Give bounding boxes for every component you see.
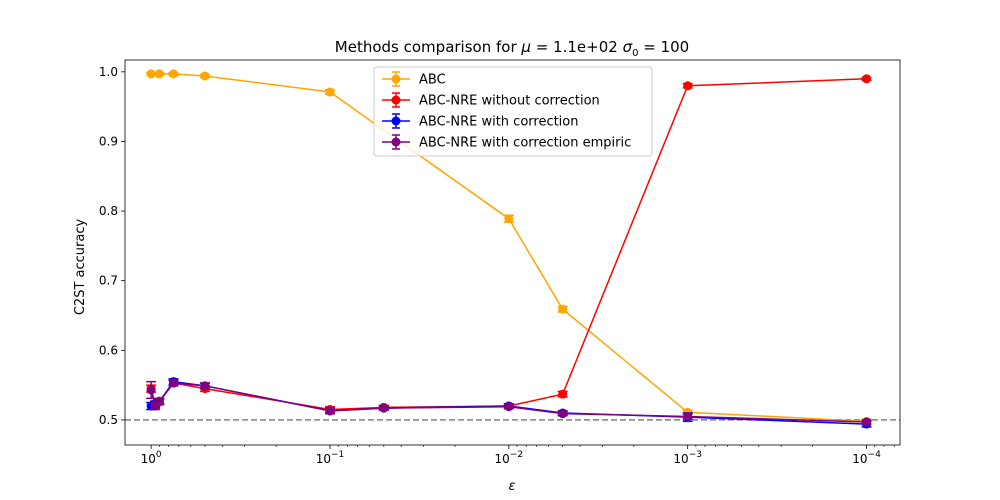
data-point: [504, 214, 514, 224]
data-point: [146, 69, 156, 79]
data-point: [683, 81, 693, 91]
y-axis-label: C2ST accuracy: [73, 219, 88, 316]
y-tick-label: 0.9: [99, 134, 118, 148]
data-point: [168, 378, 178, 388]
y-tick-label: 1.0: [99, 65, 118, 79]
axes-frame: [124, 59, 901, 446]
legend-label: ABC-NRE with correction empiric: [419, 136, 631, 151]
legend-marker: [391, 137, 401, 147]
x-axis-label: ε: [508, 479, 515, 494]
data-point: [558, 409, 568, 419]
y-tick-label: 0.5: [99, 413, 118, 427]
legend-marker: [391, 116, 401, 126]
legend-label: ABC-NRE with correction: [419, 115, 579, 130]
legend-marker: [391, 74, 401, 84]
data-point: [146, 385, 156, 395]
plot-area: 0.5 0.6 0.7 0.8 0.9 1.0 100 10−1 10−2 10−3 10−4: [99, 59, 901, 466]
legend-frame: [373, 66, 653, 157]
x-tick-label: 10−1: [316, 450, 345, 466]
legend-marker: [391, 95, 401, 105]
y-tick-label: 0.7: [99, 274, 118, 288]
legend-entry: ABC-NRE with correction: [382, 113, 579, 130]
y-tick-label: 0.8: [99, 204, 118, 218]
data-point: [154, 397, 164, 407]
legend-entry: ABC: [382, 71, 446, 88]
data-point: [558, 304, 568, 314]
data-point: [558, 389, 568, 399]
legend: ABC ABC-NRE without correction ABC-NRE wit…: [373, 66, 653, 157]
data-point: [325, 87, 335, 97]
legend-label: ABC-NRE without correction: [419, 94, 600, 109]
y-tick-label: 0.6: [99, 343, 118, 357]
x-tick-label: 10−4: [852, 450, 881, 466]
legend-entry: ABC-NRE without correction: [382, 92, 600, 109]
data-point: [154, 69, 164, 79]
data-point: [862, 74, 872, 84]
legend-entry: ABC-NRE with correction empiric: [382, 134, 631, 151]
x-tick-label: 100: [141, 450, 162, 466]
series-3: [146, 378, 872, 427]
data-point: [683, 411, 693, 421]
data-point: [168, 69, 178, 79]
data-point: [862, 417, 872, 427]
data-point: [200, 381, 210, 391]
series-0: [146, 69, 872, 426]
data-point: [379, 403, 389, 413]
legend-label: ABC: [419, 73, 446, 88]
data-point: [325, 406, 335, 416]
x-tick-label: 10−2: [495, 450, 524, 466]
chart-title: Methods comparison for μ = 1.1e+02 σ0 = …: [335, 38, 689, 59]
data-point: [200, 71, 210, 81]
data-point: [504, 402, 514, 412]
x-tick-label: 10−3: [673, 450, 702, 466]
